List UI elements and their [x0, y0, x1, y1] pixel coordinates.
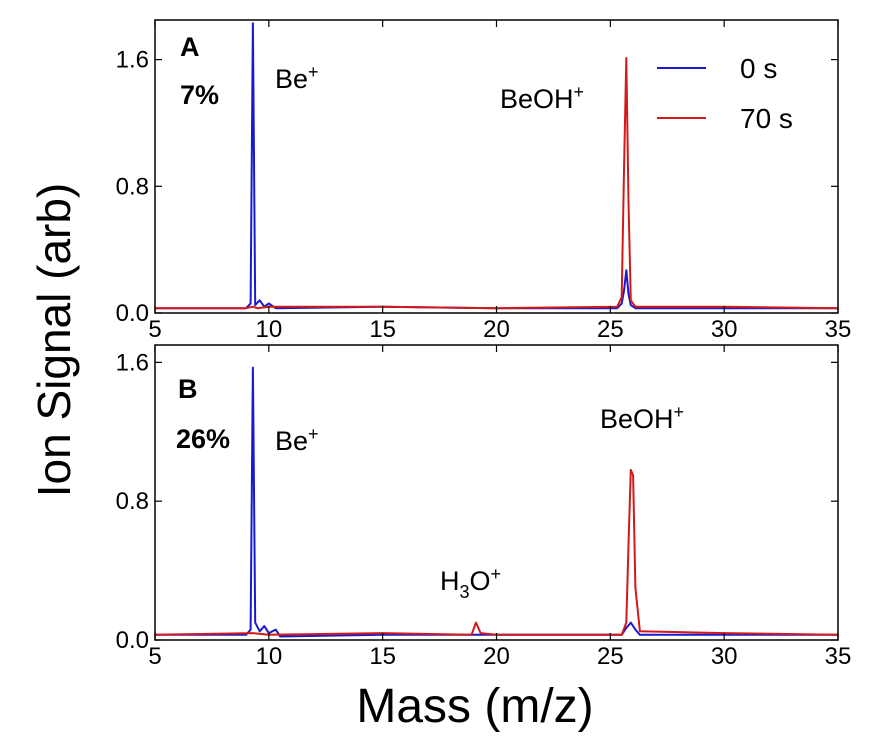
peak-annotation: H3O+ [440, 564, 501, 602]
x-tick-label: 10 [255, 643, 282, 670]
x-axis-title: Mass (m/z) [356, 680, 593, 733]
y-tick-label: 1.6 [116, 349, 149, 376]
legend-label: 70 s [740, 103, 793, 134]
percent-label: 26% [176, 424, 230, 454]
series-line-70s [155, 468, 838, 636]
panel-label: A [180, 32, 200, 62]
series-line-0s [155, 366, 838, 638]
y-axis-title: Ion Signal (arb) [28, 183, 80, 498]
legend-label: 0 s [740, 53, 777, 84]
percent-label: 7% [180, 80, 219, 110]
y-tick-label: 1.6 [116, 47, 149, 74]
peak-annotation: BeOH+ [600, 402, 684, 434]
x-tick-label: 35 [825, 316, 852, 343]
series-line-70s [155, 57, 838, 310]
y-tick-label: 0.0 [116, 300, 149, 327]
peak-annotation: Be+ [275, 62, 319, 94]
legend: 0 s 70 s [657, 53, 793, 134]
x-tick-label: 10 [255, 316, 282, 343]
series-line-0s [155, 22, 838, 310]
x-tick-label: 35 [825, 643, 852, 670]
x-tick-label: 15 [369, 316, 396, 343]
x-tick-label: 20 [483, 316, 510, 343]
panel-b: 5 10 15 20 25 30 35 0.0 0.8 1.6 B 26% Be+ H3O+ BeOH+ [116, 344, 852, 670]
x-tick-label: 30 [711, 643, 738, 670]
axes-frame [154, 344, 839, 641]
panel-a: 5 10 15 20 25 30 35 0.0 0.8 1.6 A 7% Be+ BeOH+ [116, 19, 852, 343]
axes-frame [154, 19, 839, 314]
x-tick-label: 20 [483, 643, 510, 670]
y-tick-label: 0.0 [116, 627, 149, 654]
peak-annotation: Be+ [275, 424, 319, 456]
y-tick-label: 0.8 [116, 173, 149, 200]
x-tick-label: 15 [369, 643, 396, 670]
x-tick-label: 25 [597, 316, 624, 343]
panel-label: B [178, 374, 198, 404]
x-tick-label: 5 [148, 316, 161, 343]
x-tick-label: 5 [148, 643, 161, 670]
x-tick-label: 30 [711, 316, 738, 343]
x-tick-label: 25 [597, 643, 624, 670]
y-tick-label: 0.8 [116, 488, 149, 515]
peak-annotation: BeOH+ [500, 82, 584, 114]
